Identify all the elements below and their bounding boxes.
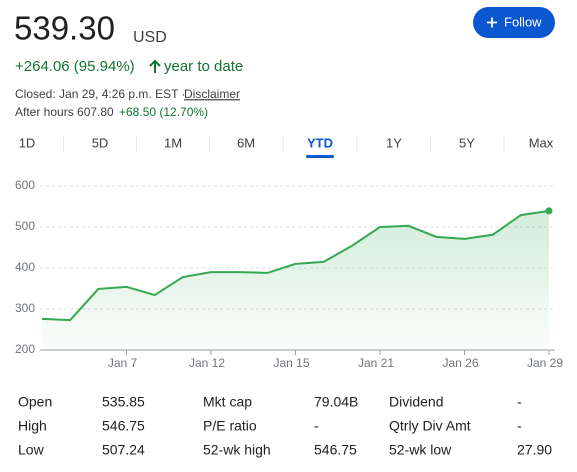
tab[interactable]: 5Y bbox=[459, 135, 475, 150]
tab[interactable]: 6M bbox=[237, 135, 255, 150]
tab[interactable]: 5D bbox=[92, 135, 109, 150]
stat-label: 52-wk low bbox=[389, 442, 452, 458]
stat-value: 27.90 bbox=[517, 442, 552, 458]
x-tick-label: Jan 26 bbox=[442, 356, 478, 370]
stat-value: 546.75 bbox=[102, 418, 145, 434]
stat-label: Low bbox=[18, 442, 45, 458]
stat-label: Dividend bbox=[389, 394, 443, 410]
tab[interactable]: 1Y bbox=[386, 135, 402, 150]
after-hours-change: +68.50 (12.70%) bbox=[119, 105, 208, 119]
stat-value: 507.24 bbox=[102, 442, 145, 458]
stat-label: High bbox=[18, 418, 47, 434]
x-tick-label: Jan 12 bbox=[189, 356, 225, 370]
after-hours: After hours 607.80 bbox=[15, 105, 114, 119]
x-tick-label: Jan 7 bbox=[108, 356, 138, 370]
price: 539.30 bbox=[14, 10, 115, 47]
plus-icon bbox=[487, 17, 497, 28]
y-tick-label: 200 bbox=[15, 342, 35, 356]
x-tick-label: Jan 21 bbox=[358, 356, 394, 370]
last-point bbox=[545, 207, 553, 215]
stat-label: Mkt cap bbox=[203, 394, 252, 410]
follow-button[interactable] bbox=[473, 7, 555, 38]
x-tick-label: Jan 29 bbox=[527, 356, 563, 370]
x-tick-label: Jan 15 bbox=[273, 356, 309, 370]
stat-value: - bbox=[517, 418, 522, 434]
stat-value: 546.75 bbox=[314, 442, 357, 458]
tab[interactable]: YTD bbox=[307, 135, 333, 150]
stat-label: 52-wk high bbox=[203, 442, 271, 458]
stat-label: P/E ratio bbox=[203, 418, 257, 434]
y-tick-label: 600 bbox=[15, 178, 35, 192]
tab[interactable]: 1M bbox=[164, 135, 182, 150]
y-tick-label: 300 bbox=[15, 301, 35, 315]
stat-label: Open bbox=[18, 394, 52, 410]
stat-value: - bbox=[517, 394, 522, 410]
y-tick-label: 500 bbox=[15, 219, 35, 233]
closed-info: Closed: Jan 29, 4:26 p.m. EST · bbox=[15, 87, 186, 101]
y-tick-label: 400 bbox=[15, 260, 35, 274]
stat-value: 79.04B bbox=[314, 394, 358, 410]
stat-value: - bbox=[314, 418, 319, 434]
tab-underline bbox=[306, 155, 334, 158]
disclaimer-link[interactable]: Disclaimer bbox=[184, 87, 240, 101]
change: +264.06 (95.94%) bbox=[15, 58, 135, 75]
currency: USD bbox=[133, 29, 167, 46]
follow-label[interactable]: Follow bbox=[504, 14, 542, 29]
stat-label: Qtrly Div Amt bbox=[389, 418, 471, 434]
tab[interactable]: Max bbox=[529, 135, 554, 150]
price-line bbox=[41, 209, 550, 322]
up-arrow bbox=[149, 59, 161, 73]
tab[interactable]: 1D bbox=[19, 135, 36, 150]
area-fill bbox=[42, 210, 549, 350]
stat-value: 535.85 bbox=[102, 394, 145, 410]
period: year to date bbox=[164, 58, 243, 75]
